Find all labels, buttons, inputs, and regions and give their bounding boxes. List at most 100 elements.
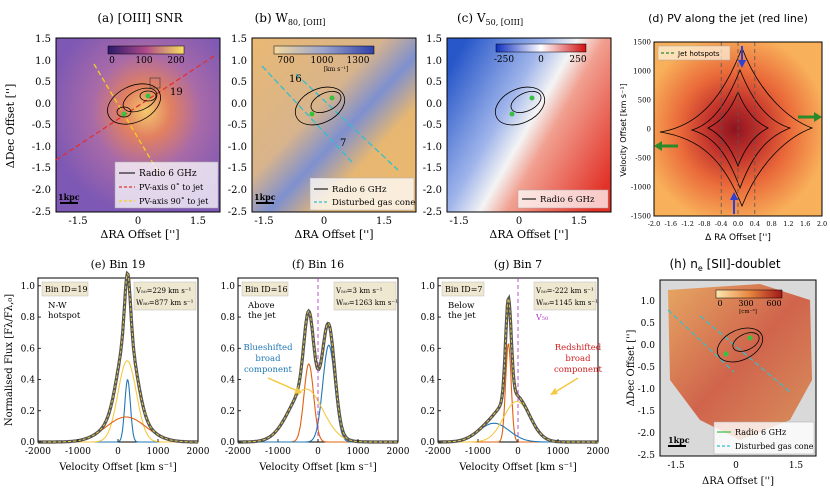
xtick-label: -2.0 xyxy=(648,220,661,228)
svg-text:-2.5: -2.5 xyxy=(32,207,51,218)
svg-text:-2.5: -2.5 xyxy=(228,207,247,218)
svg-text:Bin ID=7: Bin ID=7 xyxy=(445,285,483,294)
panel-h-legend: Radio 6 GHz Disturbed gas cone xyxy=(713,421,815,455)
ytick-label: 1.0 xyxy=(421,282,436,292)
xtick-label: 2000 xyxy=(587,447,610,457)
panel-a-xlabel: ΔRA Offset [''] xyxy=(100,228,179,241)
svg-text:1300: 1300 xyxy=(347,56,370,66)
panel-g-yticks: 0.0 0.2 0.4 0.6 0.8 1.0 xyxy=(421,282,441,448)
svg-text:0: 0 xyxy=(516,216,522,227)
panel-a-colorbar: 0 100 200 xyxy=(107,45,185,66)
panel-a-title: (a) [OIII] SNR xyxy=(97,11,183,25)
panel-g-component-label: Redshifted broad component xyxy=(554,343,602,375)
xtick-label: 0 xyxy=(115,447,121,457)
svg-text:W₈₀=1263 km s⁻¹: W₈₀=1263 km s⁻¹ xyxy=(336,299,398,307)
panel-a-hotspot xyxy=(121,111,127,117)
panel-a-scalebar: 1kpc xyxy=(58,192,80,204)
panel-h: (h) ne [SII]-doublet 0 300 600 [cm⁻³] 1k… xyxy=(626,257,817,487)
svg-text:-2.0: -2.0 xyxy=(423,185,442,196)
svg-text:1.5: 1.5 xyxy=(426,34,442,45)
panel-g-title: (g) Bin 7 xyxy=(494,258,542,271)
panel-f-component-label: Blueshifted broad component xyxy=(243,343,293,375)
svg-text:-1.0: -1.0 xyxy=(228,142,247,153)
svg-text:Bin ID=19: Bin ID=19 xyxy=(45,285,88,294)
svg-text:250: 250 xyxy=(569,55,586,65)
svg-text:-0.5: -0.5 xyxy=(32,120,51,131)
panel-g-binbox: Bin ID=7 xyxy=(441,281,485,297)
svg-text:-1.5: -1.5 xyxy=(449,216,468,227)
svg-text:Blueshifted: Blueshifted xyxy=(243,343,293,353)
ytick-label: 0.2 xyxy=(21,407,35,417)
svg-text:0.0: 0.0 xyxy=(231,99,247,110)
svg-text:-1.5: -1.5 xyxy=(638,407,656,417)
xtick-label: 0.8 xyxy=(766,220,776,228)
panel-c-legend-item: Radio 6 GHz xyxy=(540,195,595,205)
panel-g-stats: V₅₀=-222 km s⁻¹ W₈₀=1145 km s⁻¹ xyxy=(533,281,598,311)
svg-text:1.0: 1.0 xyxy=(231,56,247,67)
component-narrow-blue xyxy=(238,363,398,443)
panel-h-scalebar: 1kpc xyxy=(668,435,690,447)
panel-e-xlabel: Velocity Offset [km s⁻¹] xyxy=(58,462,177,473)
panel-g-note: the jet xyxy=(448,311,476,321)
ytick-label: 500 xyxy=(638,97,651,105)
svg-text:V₅₀=3 km s⁻¹: V₅₀=3 km s⁻¹ xyxy=(335,287,383,295)
panel-a-pv-axis-90 xyxy=(93,63,161,176)
xtick-label: 0 xyxy=(315,447,321,457)
panel-f-title: (f) Bin 16 xyxy=(292,258,344,271)
panel-e-xticks: -2000 -1000 0 1000 2000 xyxy=(25,439,210,457)
panel-g-note: Below xyxy=(448,301,475,311)
panel-g-xticks: -2000 -1000 0 1000 2000 xyxy=(425,439,610,457)
panel-h-gas-cone xyxy=(699,315,791,393)
panel-c-xticks: -1.5 0 1.5 xyxy=(449,216,587,227)
panel-b-scalebar: 1kpc xyxy=(254,192,276,204)
svg-text:V₅₀=-222 km s⁻¹: V₅₀=-222 km s⁻¹ xyxy=(535,287,594,295)
xtick-label: -1000 xyxy=(65,447,91,457)
svg-text:-1.0: -1.0 xyxy=(638,385,656,395)
panel-e-yticks: 0.0 0.2 0.4 0.6 0.8 1.0 xyxy=(21,282,41,448)
panel-h-xticks: -1.5 0 1.5 xyxy=(667,461,803,471)
panel-a-cbar-tick: 200 xyxy=(167,56,184,66)
svg-text:[cm⁻³]: [cm⁻³] xyxy=(739,308,757,315)
svg-text:0.0: 0.0 xyxy=(641,341,656,351)
svg-text:1.5: 1.5 xyxy=(231,34,247,45)
panel-d: (d) PV along the jet (red line) xyxy=(619,12,827,243)
panel-a-legend-item: PV-axis 0˚ to jet xyxy=(139,183,204,192)
arrow-up-icon xyxy=(730,192,738,214)
panel-c-yticks: 1.5 1.0 0.5 0.0 -0.5 -1.0 -1.5 -2.0 -2.5 xyxy=(423,34,442,218)
panel-f-yticks: 0.0 0.2 0.4 0.6 0.8 1.0 xyxy=(221,282,241,448)
ytick-label: -1000 xyxy=(631,184,651,192)
svg-text:Redshifted: Redshifted xyxy=(555,343,602,353)
panel-e: (e) Bin 19 Bin ID=19 N-W hotspot V₅₀=229… xyxy=(4,258,210,473)
svg-text:-2.0: -2.0 xyxy=(228,185,247,196)
panel-a-bin-label: 19 xyxy=(170,87,183,98)
panel-b-title: (b) W80, [OIII] xyxy=(255,11,326,27)
svg-text:component: component xyxy=(244,365,292,375)
svg-text:[km s⁻¹]: [km s⁻¹] xyxy=(324,66,349,73)
panel-h-frame xyxy=(659,279,817,457)
xtick-label: 0 xyxy=(515,447,521,457)
panel-b-bin-7: 7 xyxy=(340,138,346,149)
panel-f-xlabel: Velocity Offset [km s⁻¹] xyxy=(258,462,377,473)
svg-text:broad: broad xyxy=(255,354,281,364)
svg-text:0.5: 0.5 xyxy=(426,77,442,88)
panel-d-xticks: -2.0 -1.6 -1.2 -0.8 -0.4 0.0 0.4 0.8 1.2 1.6 2.0 xyxy=(648,220,827,228)
panel-e-plot xyxy=(38,270,198,444)
panel-h-hotspot xyxy=(723,351,729,357)
svg-text:0.5: 0.5 xyxy=(641,319,656,329)
panel-d-frame xyxy=(653,41,823,217)
svg-text:0: 0 xyxy=(135,216,141,227)
svg-text:-1.5: -1.5 xyxy=(423,163,442,174)
svg-text:W₈₀=1145 km s⁻¹: W₈₀=1145 km s⁻¹ xyxy=(536,299,598,307)
xtick-label: -2000 xyxy=(25,447,51,457)
ytick-label: 0.6 xyxy=(421,344,436,354)
panel-a-ylabel: ΔDec Offset [''] xyxy=(4,84,17,168)
model-fit-line xyxy=(38,272,198,443)
panel-a-legend-item: PV-axis 90˚ to jet xyxy=(139,197,209,206)
arrow-icon xyxy=(550,377,579,395)
ytick-label: 0.4 xyxy=(421,376,436,386)
svg-text:-2.5: -2.5 xyxy=(423,207,442,218)
panel-g-v50-marker: V₅₀ xyxy=(535,313,548,322)
panel-a-xticks: -1.5 0 1.5 xyxy=(68,216,206,227)
svg-text:1kpc: 1kpc xyxy=(254,192,276,202)
